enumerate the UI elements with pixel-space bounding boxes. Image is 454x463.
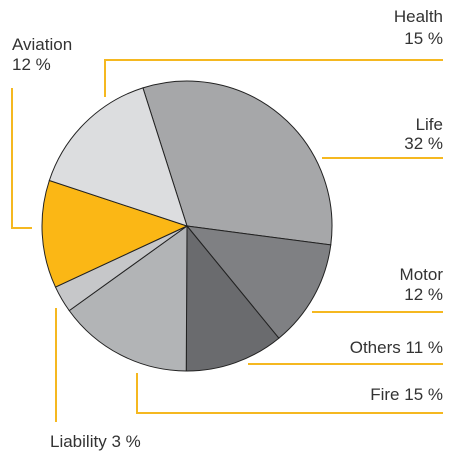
pie-slice — [68, 225, 188, 372]
category-name: Fire — [370, 385, 399, 404]
category-name: Motor — [400, 265, 444, 284]
slice-label: Health — [394, 7, 443, 26]
slice-label: 15 % — [404, 29, 443, 48]
category-name: Health — [394, 7, 443, 26]
value-label: 12 % — [12, 55, 51, 74]
slice-label: Life — [416, 115, 443, 134]
value-label: 32 % — [404, 134, 443, 153]
pie-slice — [142, 80, 333, 246]
pie-slice — [185, 224, 280, 372]
pie-slice — [48, 87, 188, 227]
value-label: 3 % — [111, 432, 140, 451]
category-name: Aviation — [12, 35, 72, 54]
category-name: Life — [416, 115, 443, 134]
slice-label: 12 % — [404, 285, 443, 304]
value-label: 15 % — [404, 29, 443, 48]
pie-slice — [185, 225, 332, 339]
slice-label: 12 % — [12, 55, 51, 74]
category-name: Others — [350, 338, 401, 357]
pie-slice — [41, 179, 189, 288]
value-label: 15 % — [404, 385, 443, 404]
slice-label: Fire 15 % — [370, 385, 443, 404]
value-label: 11 % — [406, 338, 444, 357]
slice-label: Aviation — [12, 35, 72, 54]
value-label: 12 % — [404, 285, 443, 304]
leader-line — [136, 373, 443, 414]
slice-label: Motor — [400, 265, 444, 284]
leader-line — [11, 88, 32, 229]
leader-line — [104, 59, 443, 97]
slice-label: 32 % — [404, 134, 443, 153]
category-name: Liability — [50, 432, 107, 451]
slice-label: Others 11 % — [350, 338, 443, 357]
slice-label: Liability 3 % — [50, 432, 141, 451]
